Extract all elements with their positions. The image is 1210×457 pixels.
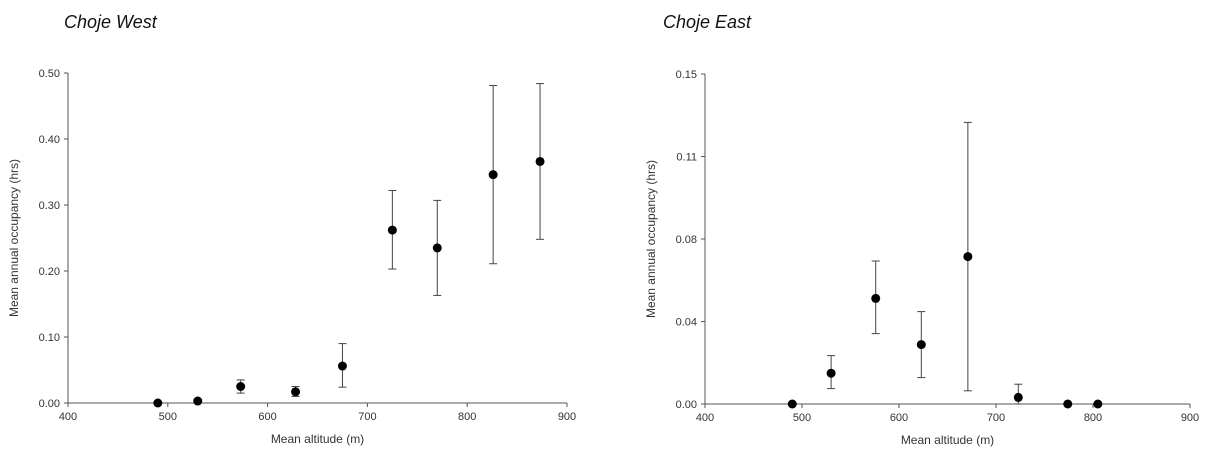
y-tick-label: 0.00 xyxy=(39,398,60,410)
data-point xyxy=(153,398,163,408)
data-point xyxy=(291,387,301,397)
data-point xyxy=(236,382,246,391)
x-axis-title: Mean altitude (m) xyxy=(271,432,364,446)
x-tick-label: 700 xyxy=(987,412,1005,424)
x-tick-label: 800 xyxy=(458,411,476,423)
data-point xyxy=(1013,392,1023,402)
data-point xyxy=(826,368,836,378)
x-tick-label: 400 xyxy=(696,412,714,424)
x-tick-label: 900 xyxy=(558,411,576,423)
data-point xyxy=(432,243,442,253)
x-tick-label: 600 xyxy=(890,412,908,424)
y-tick-label: 0.20 xyxy=(39,266,60,278)
data-point xyxy=(1093,399,1103,409)
y-tick-label: 0.40 xyxy=(39,134,60,146)
x-tick-label: 500 xyxy=(793,412,811,424)
y-tick-label: 0.04 xyxy=(676,317,697,329)
data-point xyxy=(916,340,926,350)
y-tick-label: 0.15 xyxy=(676,69,697,81)
y-tick-label: 0.30 xyxy=(39,200,60,212)
x-axis-title: Mean altitude (m) xyxy=(901,433,994,447)
y-tick-label: 0.11 xyxy=(676,152,697,164)
x-tick-label: 700 xyxy=(358,411,376,423)
x-tick-label: 900 xyxy=(1181,412,1199,424)
data-point xyxy=(963,252,973,262)
x-tick-label: 600 xyxy=(258,411,276,423)
x-tick-label: 500 xyxy=(159,411,177,423)
x-tick-label: 400 xyxy=(59,411,77,423)
data-point xyxy=(387,225,397,235)
y-tick-label: 0.10 xyxy=(39,332,60,344)
data-point xyxy=(1063,399,1073,409)
y-axis-title: Mean annual occupancy (hrs) xyxy=(7,159,21,317)
chart-title-choje-east: Choje East xyxy=(663,12,752,32)
x-tick-label: 800 xyxy=(1084,412,1102,424)
data-point xyxy=(871,293,881,303)
y-axis-title: Mean annual occupancy (hrs) xyxy=(644,160,658,318)
y-tick-label: 0.50 xyxy=(39,68,60,80)
data-point xyxy=(337,361,347,371)
y-tick-label: 0.00 xyxy=(676,399,697,411)
y-tick-label: 0.08 xyxy=(676,234,697,246)
data-point xyxy=(193,396,203,406)
data-point xyxy=(488,170,498,180)
data-point xyxy=(535,156,545,166)
chart-title-choje-west: Choje West xyxy=(64,12,157,32)
data-point xyxy=(787,399,797,409)
